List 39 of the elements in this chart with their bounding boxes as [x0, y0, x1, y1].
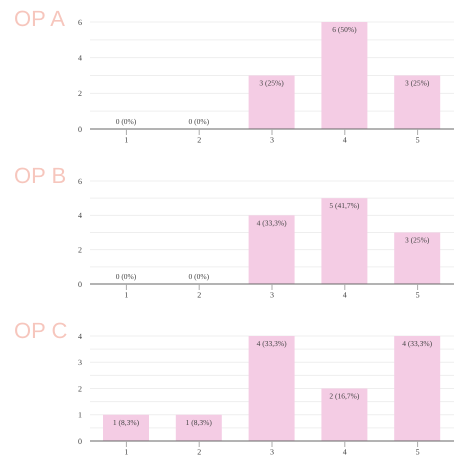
x-tick-label: 2 — [197, 448, 202, 457]
x-tick-label: 5 — [416, 448, 420, 457]
y-tick-label: 6 — [78, 176, 82, 186]
y-tick-label: 0 — [78, 124, 82, 134]
x-tick-label: 3 — [270, 136, 274, 145]
x-tick-label: 5 — [416, 136, 420, 145]
y-tick-label: 4 — [78, 332, 82, 341]
y-tick-label: 4 — [78, 211, 82, 220]
x-tick-label: 4 — [342, 448, 347, 457]
y-tick-label: 0 — [78, 280, 82, 289]
bar — [248, 215, 295, 284]
x-tick-label: 3 — [270, 290, 274, 300]
x-tick-label: 2 — [197, 290, 202, 300]
x-tick-label: 5 — [416, 290, 420, 300]
x-tick-label: 1 — [124, 290, 128, 300]
y-tick-label: 6 — [78, 18, 82, 27]
x-tick-label: 4 — [342, 136, 347, 145]
chart-title: OP A — [14, 6, 65, 32]
x-tick-label: 1 — [124, 448, 128, 457]
bar — [248, 336, 295, 441]
y-tick-label: 0 — [78, 436, 82, 446]
bar — [394, 336, 440, 441]
bar — [176, 414, 222, 441]
y-tick-label: 2 — [78, 89, 82, 98]
bar — [103, 414, 149, 441]
chart-title: OP B — [14, 163, 66, 189]
x-tick-label: 3 — [270, 448, 274, 457]
x-tick-label: 2 — [197, 136, 202, 145]
x-tick-label: 4 — [342, 290, 347, 300]
y-tick-label: 1 — [78, 410, 82, 420]
y-tick-label: 2 — [78, 246, 82, 255]
y-tick-label: 4 — [78, 54, 82, 63]
bar — [394, 232, 440, 284]
y-tick-label: 2 — [78, 384, 82, 394]
chart-title: OP C — [14, 318, 68, 344]
bar — [321, 388, 368, 441]
y-tick-label: 3 — [78, 358, 82, 368]
x-tick-label: 1 — [124, 136, 128, 145]
bar — [321, 198, 368, 284]
